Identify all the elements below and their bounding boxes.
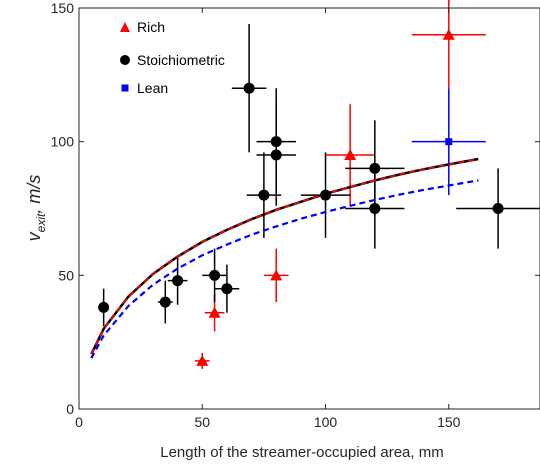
point-stoichiometric-0 <box>98 301 110 313</box>
y-tick-label-2: 100 <box>51 134 75 150</box>
legend-label-rich: Rich <box>137 19 165 35</box>
y-axis-title: vexit, m/s <box>24 175 48 242</box>
y-axis-title-unit: , m/s <box>24 175 44 214</box>
legend-marker-rich <box>120 22 130 32</box>
x-tick-label-0: 0 <box>75 414 83 430</box>
legend-label-stoichiometric: Stoichiometric <box>137 52 225 68</box>
point-stoichiometric-6 <box>258 189 270 201</box>
point-stoichiometric-5 <box>243 82 255 94</box>
y-axis-title-subscript: exit <box>34 213 48 232</box>
fit-curve-0 <box>90 157 479 355</box>
y-axis-title-symbol: v <box>24 231 44 241</box>
y-tick-label-3: 150 <box>51 0 75 16</box>
fit-curve-2 <box>90 179 479 359</box>
legend: Rich Stoichiometric Lean <box>120 19 225 96</box>
legend-entry-rich: Rich <box>120 19 165 35</box>
x-tick-label-2: 100 <box>314 414 338 430</box>
point-stoichiometric-8 <box>270 149 282 161</box>
x-axis-title: Length of the streamer-occupied area, mm <box>160 444 443 461</box>
point-rich-4 <box>442 28 455 40</box>
point-stoichiometric-7 <box>270 136 282 148</box>
point-stoichiometric-1 <box>159 296 171 308</box>
point-rich-0 <box>196 354 209 366</box>
point-rich-2 <box>270 269 283 281</box>
point-stoichiometric-10 <box>369 162 381 174</box>
point-stoichiometric-4 <box>221 283 233 295</box>
axes: 0 50 100 150 0 50 100 150 <box>51 0 540 430</box>
y-tick-label-0: 0 <box>66 401 74 417</box>
x-tick-label-1: 50 <box>194 414 210 430</box>
point-stoichiometric-2 <box>172 275 184 287</box>
x-tick-label-3: 150 <box>437 414 461 430</box>
legend-entry-lean: Lean <box>121 80 168 96</box>
legend-label-lean: Lean <box>137 80 168 96</box>
point-stoichiometric-9 <box>320 189 332 201</box>
svg-text:vexit, m/s: vexit, m/s <box>24 175 48 242</box>
legend-marker-stoichiometric <box>120 55 130 65</box>
axes-frame <box>78 7 540 410</box>
fit-curve-1 <box>90 158 479 355</box>
point-stoichiometric-11 <box>369 203 381 214</box>
legend-entry-stoichiometric: Stoichiometric <box>120 52 225 68</box>
plot-area <box>90 0 540 369</box>
legend-marker-lean <box>121 84 129 92</box>
point-stoichiometric-12 <box>492 203 504 214</box>
point-lean-0 <box>445 138 453 146</box>
point-rich-3 <box>344 149 357 161</box>
point-stoichiometric-3 <box>209 269 221 281</box>
errorbar-rich-4 <box>411 0 486 89</box>
y-tick-label-1: 50 <box>58 267 74 283</box>
point-rich-1 <box>208 306 221 318</box>
